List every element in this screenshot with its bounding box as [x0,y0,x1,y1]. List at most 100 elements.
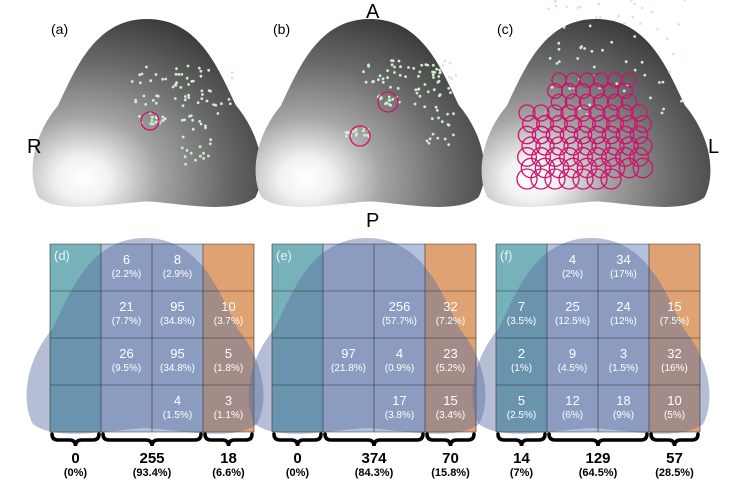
point-mark [180,73,184,76]
point-mark [430,117,434,120]
point-mark [452,112,455,116]
point-mark [615,82,619,85]
point-mark [448,61,452,65]
point-mark [138,81,142,85]
point-mark [435,109,439,112]
point-mark [436,136,440,140]
cell-percent: (3.7%) [214,316,243,327]
cell-percent: (4.5%) [558,363,587,374]
point-mark [441,64,445,67]
point-mark [386,76,389,79]
point-mark [443,137,447,141]
point-mark [362,129,365,133]
point-mark [417,88,420,91]
point-mark [432,76,435,79]
point-mark [150,119,154,122]
cell-percent: (2.2%) [112,269,141,280]
target-circle [592,115,610,133]
point-mark [230,71,234,74]
cell-count: 18 [616,393,630,408]
point-mark [668,70,671,73]
cell-percent: (2.9%) [163,269,192,280]
surface-c [481,0,711,207]
point-mark [404,75,407,78]
point-mark [149,79,153,83]
target-circle [550,115,568,133]
point-mark [617,14,621,18]
summary-brace [547,432,649,447]
point-mark [447,87,451,90]
point-mark [398,73,402,77]
cell-percent: (16%) [661,363,688,374]
point-mark [437,116,440,120]
point-mark [447,143,451,147]
target-circle [516,168,538,190]
cell-count: 95 [170,346,184,361]
target-circle [620,115,638,133]
point-mark [588,103,591,107]
cell-count: 6 [123,252,130,267]
point-mark [449,91,452,94]
target-circle [633,136,653,156]
cell-percent: (1.5%) [609,363,638,374]
point-mark [386,69,389,72]
point-mark [207,89,211,92]
summary-braces [50,432,700,447]
point-mark [588,24,592,28]
target-circle [616,104,634,122]
point-mark [639,22,642,25]
cell-percent: (12%) [610,316,637,327]
point-mark [443,59,447,63]
cell-percent: (1.1%) [214,410,243,421]
summary-brace [272,432,323,447]
target-circle [573,125,593,145]
point-mark [434,105,438,109]
point-mark [161,77,165,81]
cell-percent: (7.5%) [660,316,689,327]
point-mark [390,63,394,67]
target-circle [592,93,610,111]
cell-count: 32 [443,299,457,314]
summary-count: 129 [585,450,611,467]
cell-percent: (21.8%) [331,363,366,374]
cell-count: 4 [396,346,403,361]
point-mark [578,5,582,8]
point-mark [387,95,391,99]
point-mark [194,158,197,162]
point-mark [431,70,434,74]
target-circle [586,168,608,190]
target-circle [578,93,596,111]
cell-count: 3 [620,346,627,361]
cell-count: 17 [392,393,406,408]
cell-count: 15 [443,393,457,408]
cell-percent: (1.5%) [163,410,192,421]
point-mark [199,122,203,126]
target-circle [349,125,371,147]
point-mark [187,93,191,97]
point-mark [209,138,213,142]
point-mark [371,79,375,83]
target-circle [606,93,624,111]
point-mark [662,107,665,111]
panel-label-f: (f) [500,248,512,263]
cell-count: 25 [565,299,579,314]
target-circle [602,104,620,122]
summary-brace [649,432,700,447]
summary-count: 70 [442,450,459,467]
point-mark [187,96,191,99]
target-circle [589,83,605,99]
point-mark [568,87,572,90]
point-mark [140,72,144,76]
cell-count: 4 [174,393,181,408]
cell-percent: (12.5%) [555,316,590,327]
point-mark [672,52,675,56]
point-mark [134,100,138,104]
point-mark [188,114,191,118]
point-mark [196,101,200,104]
panel-label-e: (e) [276,248,292,263]
panel-label-d: (d) [54,248,70,263]
cell-percent: (7.7%) [112,316,141,327]
point-mark [387,98,391,102]
cell-percent: (9.5%) [112,363,141,374]
point-mark [562,25,566,29]
